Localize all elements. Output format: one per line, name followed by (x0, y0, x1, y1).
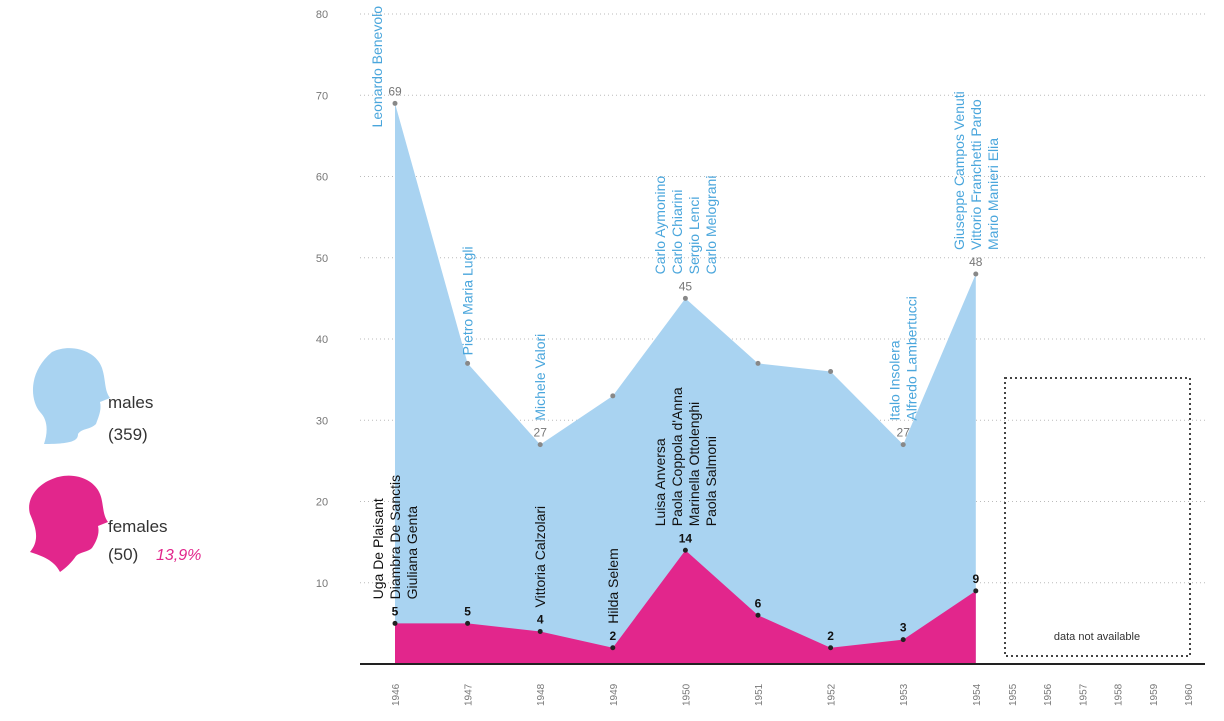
value-label: 27 (897, 426, 911, 440)
person-name: Uga De Plaisant (370, 498, 386, 599)
area (395, 550, 976, 664)
point (828, 369, 834, 374)
y-tick-label: 20 (316, 497, 328, 509)
point (537, 629, 543, 634)
value-label: 5 (464, 604, 471, 618)
person-name: Marinella Ottolenghi (686, 402, 702, 527)
person-name: Italo Insolera (887, 340, 903, 420)
x-tick-label: 1959 (1149, 683, 1160, 706)
legend-label: females (108, 517, 168, 536)
value-label: 2 (827, 629, 834, 643)
legend-share: 13,9% (156, 547, 201, 564)
person-name: Paola Salmoni (703, 436, 719, 526)
person-name: Diambra De Sanctis (387, 475, 403, 600)
note: data not available (1054, 631, 1140, 643)
value-label: 14 (679, 531, 693, 545)
point (392, 100, 398, 106)
value-label: 6 (755, 596, 762, 610)
person-name: Carlo Melograni (703, 176, 719, 275)
unavailable-box (1004, 377, 1191, 657)
point (755, 612, 761, 618)
person-name: Leonardo Benevolo (369, 6, 385, 128)
point (682, 547, 688, 553)
x-tick-label: 1950 (681, 683, 692, 706)
point (973, 588, 979, 594)
person-name: Carlo Aymonino (652, 176, 668, 275)
x-tick-label: 1960 (1184, 683, 1195, 706)
x-tick-label: 1953 (899, 683, 910, 706)
x-tick-label: 1957 (1078, 683, 1089, 706)
x-tick-label: 1947 (464, 683, 475, 706)
point (610, 393, 616, 399)
x-tick-label: 1955 (1008, 683, 1019, 706)
legend-total: (359) (108, 425, 148, 444)
y-tick-label: 40 (316, 334, 328, 346)
person-name: Giuseppe Campos Venuti (951, 91, 967, 250)
y-tick-label: 60 (316, 172, 328, 184)
person-name: Vittoria Calzolari (532, 506, 548, 608)
female-silhouette (29, 475, 108, 572)
legend-label: males (108, 393, 153, 412)
area (395, 103, 976, 664)
x-tick-label: 1951 (754, 683, 765, 706)
x-tick-label: 1952 (827, 683, 838, 706)
person-name: Hilda Selem (605, 548, 621, 623)
value-label: 9 (972, 572, 979, 586)
person-name: Pietro Maria Lugli (460, 246, 476, 355)
value-label: 45 (679, 279, 693, 293)
person-name: Alfredo Lambertucci (904, 296, 920, 421)
point (392, 620, 398, 626)
value-label: 69 (388, 84, 402, 98)
value-label: 5 (392, 604, 399, 618)
y-tick-label: 10 (316, 578, 328, 590)
x-tick-label: 1954 (972, 683, 983, 706)
person-name: Giuliana Genta (404, 506, 420, 600)
value-label: 27 (534, 426, 548, 440)
point (900, 637, 906, 643)
point (682, 295, 688, 301)
x-tick-label: 1956 (1043, 683, 1054, 706)
value-label: 3 (900, 621, 907, 635)
y-tick-label: 50 (316, 253, 328, 265)
point (900, 442, 906, 448)
x-tick-label: 1948 (536, 683, 547, 706)
point (537, 442, 543, 448)
person-name: Mario Manieri Elia (985, 138, 1001, 250)
value-label: 2 (609, 629, 616, 643)
y-tick-label: 70 (316, 90, 328, 102)
x-tick-label: 1946 (391, 683, 402, 706)
point (465, 620, 471, 626)
person-name: Luisa Anversa (652, 438, 668, 526)
point (828, 645, 834, 651)
point (610, 645, 616, 651)
value-label: 48 (969, 255, 983, 269)
legend-total: (50) (108, 545, 138, 564)
point (755, 360, 761, 366)
person-name: Carlo Chiarini (669, 190, 685, 275)
x-tick-label: 1958 (1114, 683, 1125, 706)
x-tick-label: 1949 (609, 683, 620, 706)
person-name: Vittorio Franchetti Pardo (968, 99, 984, 250)
y-tick-label: 30 (316, 415, 328, 427)
y-tick-label: 80 (316, 9, 328, 21)
person-name: Michele Valori (532, 334, 548, 421)
male-silhouette (32, 348, 110, 444)
value-label: 4 (537, 613, 544, 627)
person-name: Sergio Lenci (686, 197, 702, 275)
person-name: Paola Coppola d'Anna (669, 387, 685, 526)
point (973, 271, 979, 277)
legend: males (359) females (50) 13,9% (29, 348, 201, 572)
point (465, 360, 471, 366)
